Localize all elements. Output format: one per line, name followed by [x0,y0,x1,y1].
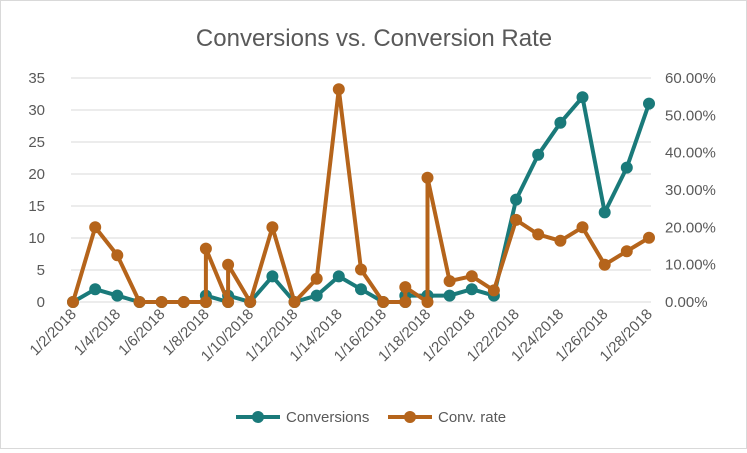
data-point [532,148,545,161]
data-point [510,213,523,226]
left-tick-label: 5 [37,262,45,279]
data-point [443,275,456,288]
right-tick-label: 40.00% [665,145,716,162]
data-point [155,296,168,308]
series-conv-rate [67,83,655,308]
data-point [332,270,345,283]
left-tick-label: 25 [28,134,45,151]
data-point [643,231,655,244]
data-point [443,289,456,302]
legend-item: Conversions [236,409,369,426]
right-tick-label: 0.00% [665,294,708,311]
legend-item: Conv. rate [388,409,506,426]
data-point [465,283,478,296]
data-point [643,97,655,110]
data-point [399,281,412,294]
left-axis-ticks: 0 5 10 15 20 25 30 35 [28,70,45,311]
data-point [133,296,146,308]
series-layer [67,83,655,308]
x-tick-label: 1/4/2018 [71,306,124,359]
data-point [199,242,212,255]
data-point [554,116,567,129]
x-axis-ticks: 1/2/20181/4/20181/6/20181/8/20181/10/201… [27,306,656,365]
right-tick-label: 10.00% [665,257,716,274]
right-axis-ticks: 0.00% 10.00% 20.00% 30.00% 40.00% 50.00% 60.00… [665,70,716,311]
data-point [266,270,279,283]
data-point [332,83,345,96]
data-point [199,296,212,308]
data-point [399,296,412,308]
data-point [465,270,478,283]
data-point [620,245,633,258]
data-point [355,283,367,296]
data-point [111,249,124,262]
right-tick-label: 20.00% [665,219,716,236]
chart-title: Conversions vs. Conversion Rate [196,25,552,52]
left-tick-label: 0 [37,294,45,311]
data-point [222,258,235,271]
data-point [67,296,79,308]
data-point [576,91,589,104]
left-tick-label: 20 [28,166,45,183]
right-tick-label: 30.00% [665,182,716,199]
data-point [554,234,567,247]
x-tick-label: 1/2/2018 [27,306,80,359]
data-point [377,296,390,308]
legend-label: Conversions [286,409,369,426]
data-point [244,296,257,308]
legend-marker [252,411,264,423]
data-point [89,283,102,296]
gridlines [71,77,651,303]
data-point [510,193,523,206]
left-tick-label: 15 [28,198,45,215]
data-point [89,221,102,234]
data-point [620,161,633,174]
data-point [421,171,434,184]
data-point [177,296,190,308]
data-point [111,289,124,302]
data-point [576,221,589,234]
data-point [310,289,323,302]
data-point [598,258,611,271]
data-point [355,263,367,276]
right-tick-label: 60.00% [665,70,716,87]
data-point [532,228,545,241]
left-tick-label: 35 [28,70,45,87]
x-tick-label: 1/6/2018 [115,306,168,359]
legend-label: Conv. rate [438,409,506,426]
right-tick-label: 50.00% [665,107,716,124]
left-tick-label: 10 [28,230,45,247]
data-point [288,296,301,308]
data-point [222,296,235,308]
legend: Conversions Conv. rate [236,409,506,426]
data-point [421,296,434,308]
data-point [266,221,279,234]
data-point [310,272,323,285]
data-point [598,206,611,219]
legend-marker [404,411,416,423]
left-tick-label: 30 [28,102,45,119]
data-point [487,284,500,297]
